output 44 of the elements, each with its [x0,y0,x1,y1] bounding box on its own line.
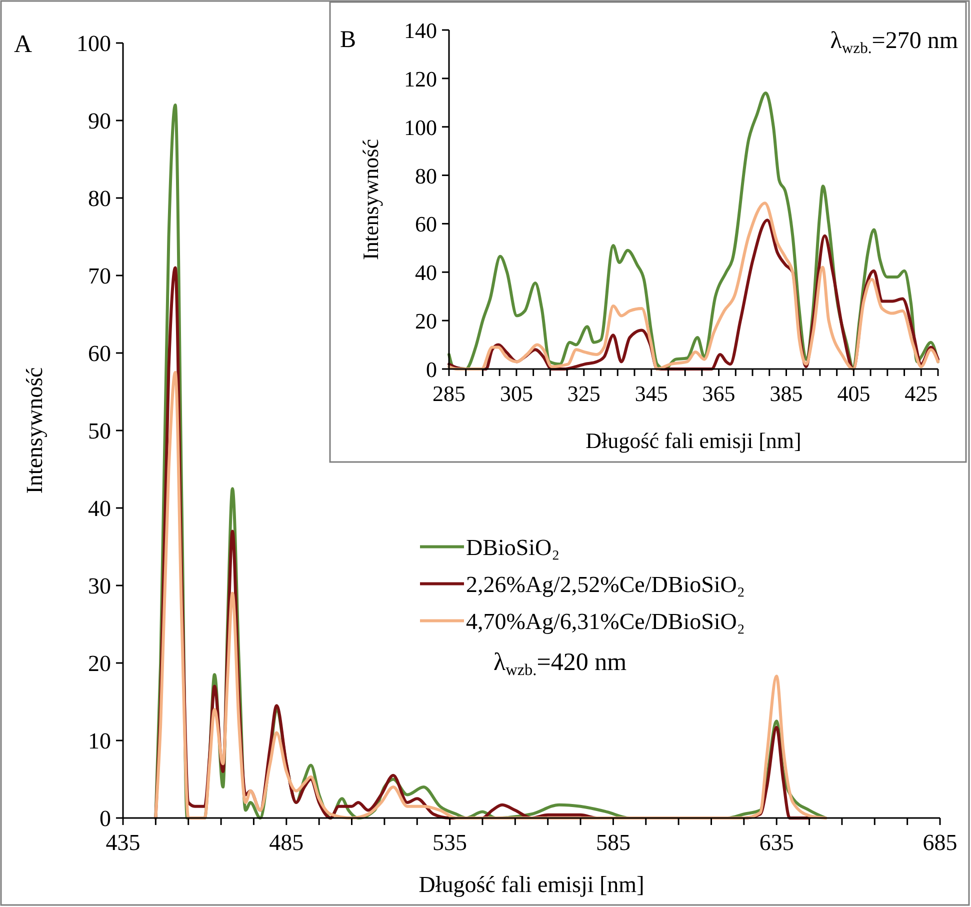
x-tick-label: 585 [596,830,630,855]
x-tick-label: 285 [432,381,466,406]
x-tick-label: 685 [922,830,958,855]
annotation: λ$_{wzb.}$=420 nm [493,649,628,679]
x-tick-label: 635 [759,830,794,855]
y-tick-label: 30 [88,574,111,598]
y-tick-label: 100 [76,31,111,56]
x-tick-label: 305 [500,381,533,406]
x-tick-label: 425 [904,381,938,406]
y-axis-title: Intensywność [358,138,383,260]
y-tick-label: 10 [88,728,111,754]
x-tick-label: 345 [634,381,668,406]
x-tick-label: 405 [837,381,870,406]
y-tick-label: 60 [88,341,111,366]
y-tick-label: 120 [404,66,437,92]
x-tick-label: 385 [770,381,803,406]
x-tick-label: 535 [432,830,468,855]
legend-label: 2,26%Ag/2,52%Ce/DBioSiO₂ [466,572,745,597]
y-axis-title: Intensywność [22,367,47,494]
y-tick-label: 70 [88,264,111,288]
y-tick-label: 80 [88,186,111,211]
x-tick-label: 485 [269,830,304,855]
y-tick-label: 20 [415,308,437,334]
y-tick-label: 50 [88,418,111,444]
y-tick-label: 20 [88,651,111,676]
text: A [14,31,32,58]
y-tick-label: 100 [404,114,437,140]
annotation: B [340,27,356,53]
y-tick-label: 40 [415,260,437,286]
x-axis-title: Długość fali emisji [nm] [586,428,802,453]
y-tick-label: 80 [415,163,437,188]
y-tick-label: 140 [404,18,437,43]
x-axis-title: Długość fali emisji [nm] [418,872,644,897]
annotation: λ$_{wzb.}$=270 nm [830,28,958,57]
legend-label: 4,70%Ag/6,31%Ce/DBioSiO₂ [466,608,745,634]
y-tick-label: 90 [88,108,111,134]
x-tick-label: 435 [106,830,140,855]
y-tick-label: 60 [415,212,437,237]
legend-label: DBioSiO₂ [466,534,560,560]
y-tick-label: 0 [100,806,111,831]
x-tick-label: 325 [567,381,600,406]
y-tick-label: 0 [426,357,437,382]
y-tick-label: 40 [88,496,111,521]
x-tick-label: 365 [702,381,736,406]
